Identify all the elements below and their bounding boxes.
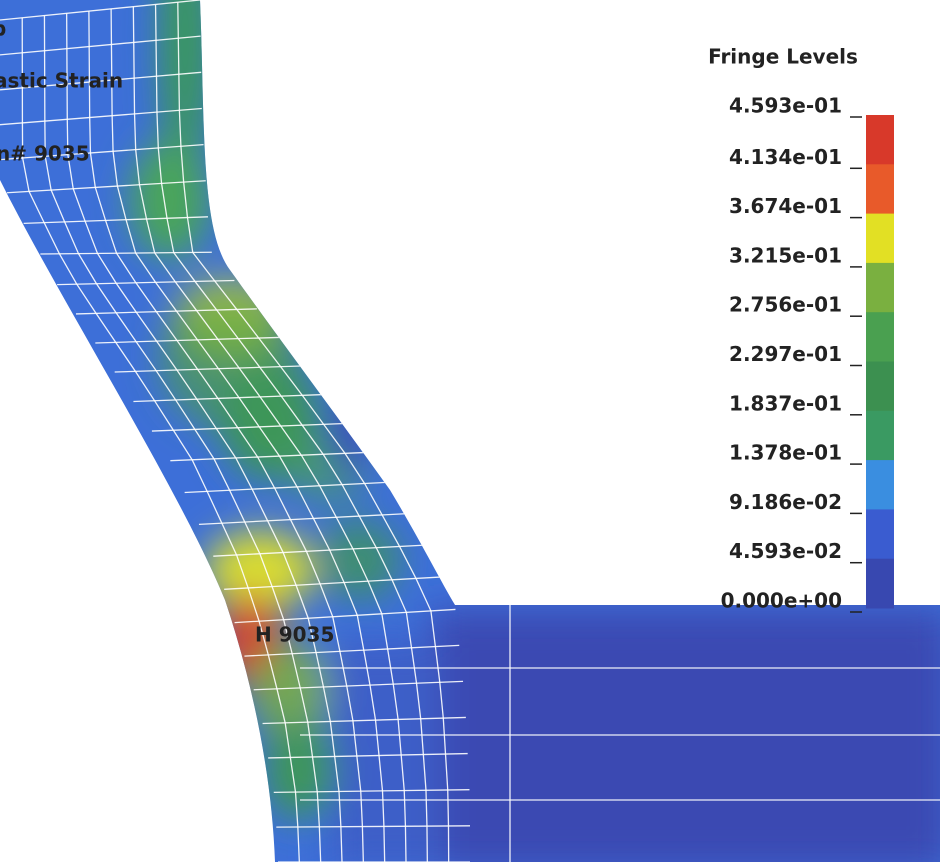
- level-label: 4.593e-02: [729, 539, 842, 563]
- level-label: 3.215e-01: [729, 243, 842, 267]
- color-swatch: [866, 361, 894, 412]
- mesh-line: [273, 789, 470, 794]
- color-swatch: [866, 509, 894, 560]
- level-label: 1.837e-01: [729, 391, 842, 415]
- legend-title: Fringe Levels: [708, 45, 858, 69]
- level-label: 1.378e-01: [729, 441, 842, 465]
- mesh-line: [43, 15, 322, 862]
- color-swatch: [866, 262, 894, 313]
- level-label: 9.186e-02: [729, 490, 842, 514]
- mesh-line: [95, 336, 280, 344]
- level-label: 2.756e-01: [729, 293, 842, 317]
- mesh-line: [184, 481, 388, 494]
- mesh-line: [66, 13, 343, 862]
- color-swatch: [866, 460, 894, 510]
- mesh-line: [198, 513, 406, 526]
- mesh-line: [114, 365, 302, 373]
- mesh-line: [0, 35, 201, 56]
- node-annotation: H 9035: [255, 623, 334, 647]
- mesh-line: [224, 576, 441, 590]
- mesh-line: [170, 451, 367, 462]
- mesh-line: [40, 251, 212, 255]
- mesh-line: [0, 107, 202, 126]
- mesh-line: [6, 180, 206, 194]
- mesh-line: [0, 0, 201, 21]
- mesh-line: [110, 8, 386, 862]
- color-bar: 4.593e-01 4.134e-01 3.674e-01 3.215e-01 2.75…: [721, 94, 894, 613]
- level-label: 3.674e-01: [729, 194, 842, 218]
- mesh-line: [262, 716, 466, 725]
- mesh-line: [133, 393, 324, 403]
- mesh-line: [154, 4, 428, 862]
- mesh-line: [0, 143, 204, 161]
- mesh-line: [57, 279, 235, 286]
- mesh-line: [88, 11, 364, 862]
- mesh-line: [132, 6, 407, 862]
- mesh-line: [244, 644, 460, 657]
- header-text: astic Strain: [0, 69, 123, 93]
- level-label: 0.000e+00: [721, 589, 842, 613]
- color-swatch: [866, 410, 894, 461]
- mesh-line: [253, 680, 464, 691]
- level-label: 4.134e-01: [729, 145, 842, 169]
- color-swatch: [866, 164, 894, 215]
- mesh-line: [213, 544, 423, 557]
- mesh-line: [276, 825, 471, 828]
- header-text: n# 9035: [0, 142, 90, 166]
- mesh-line: [21, 17, 300, 862]
- mesh-line: [268, 752, 468, 759]
- mesh-line: [177, 2, 450, 862]
- mesh-line: [23, 216, 208, 225]
- mesh-line: [0, 71, 202, 91]
- color-swatch: [866, 558, 894, 609]
- header-text: p: [0, 17, 6, 41]
- color-swatch: [866, 213, 894, 264]
- level-label: 4.593e-01: [729, 94, 842, 118]
- color-swatch: [866, 312, 894, 362]
- mesh-line: [75, 308, 257, 315]
- level-label: 2.297e-01: [729, 342, 842, 366]
- mesh-line: [234, 608, 456, 624]
- color-swatch: [866, 115, 894, 165]
- mesh-line: [151, 422, 346, 432]
